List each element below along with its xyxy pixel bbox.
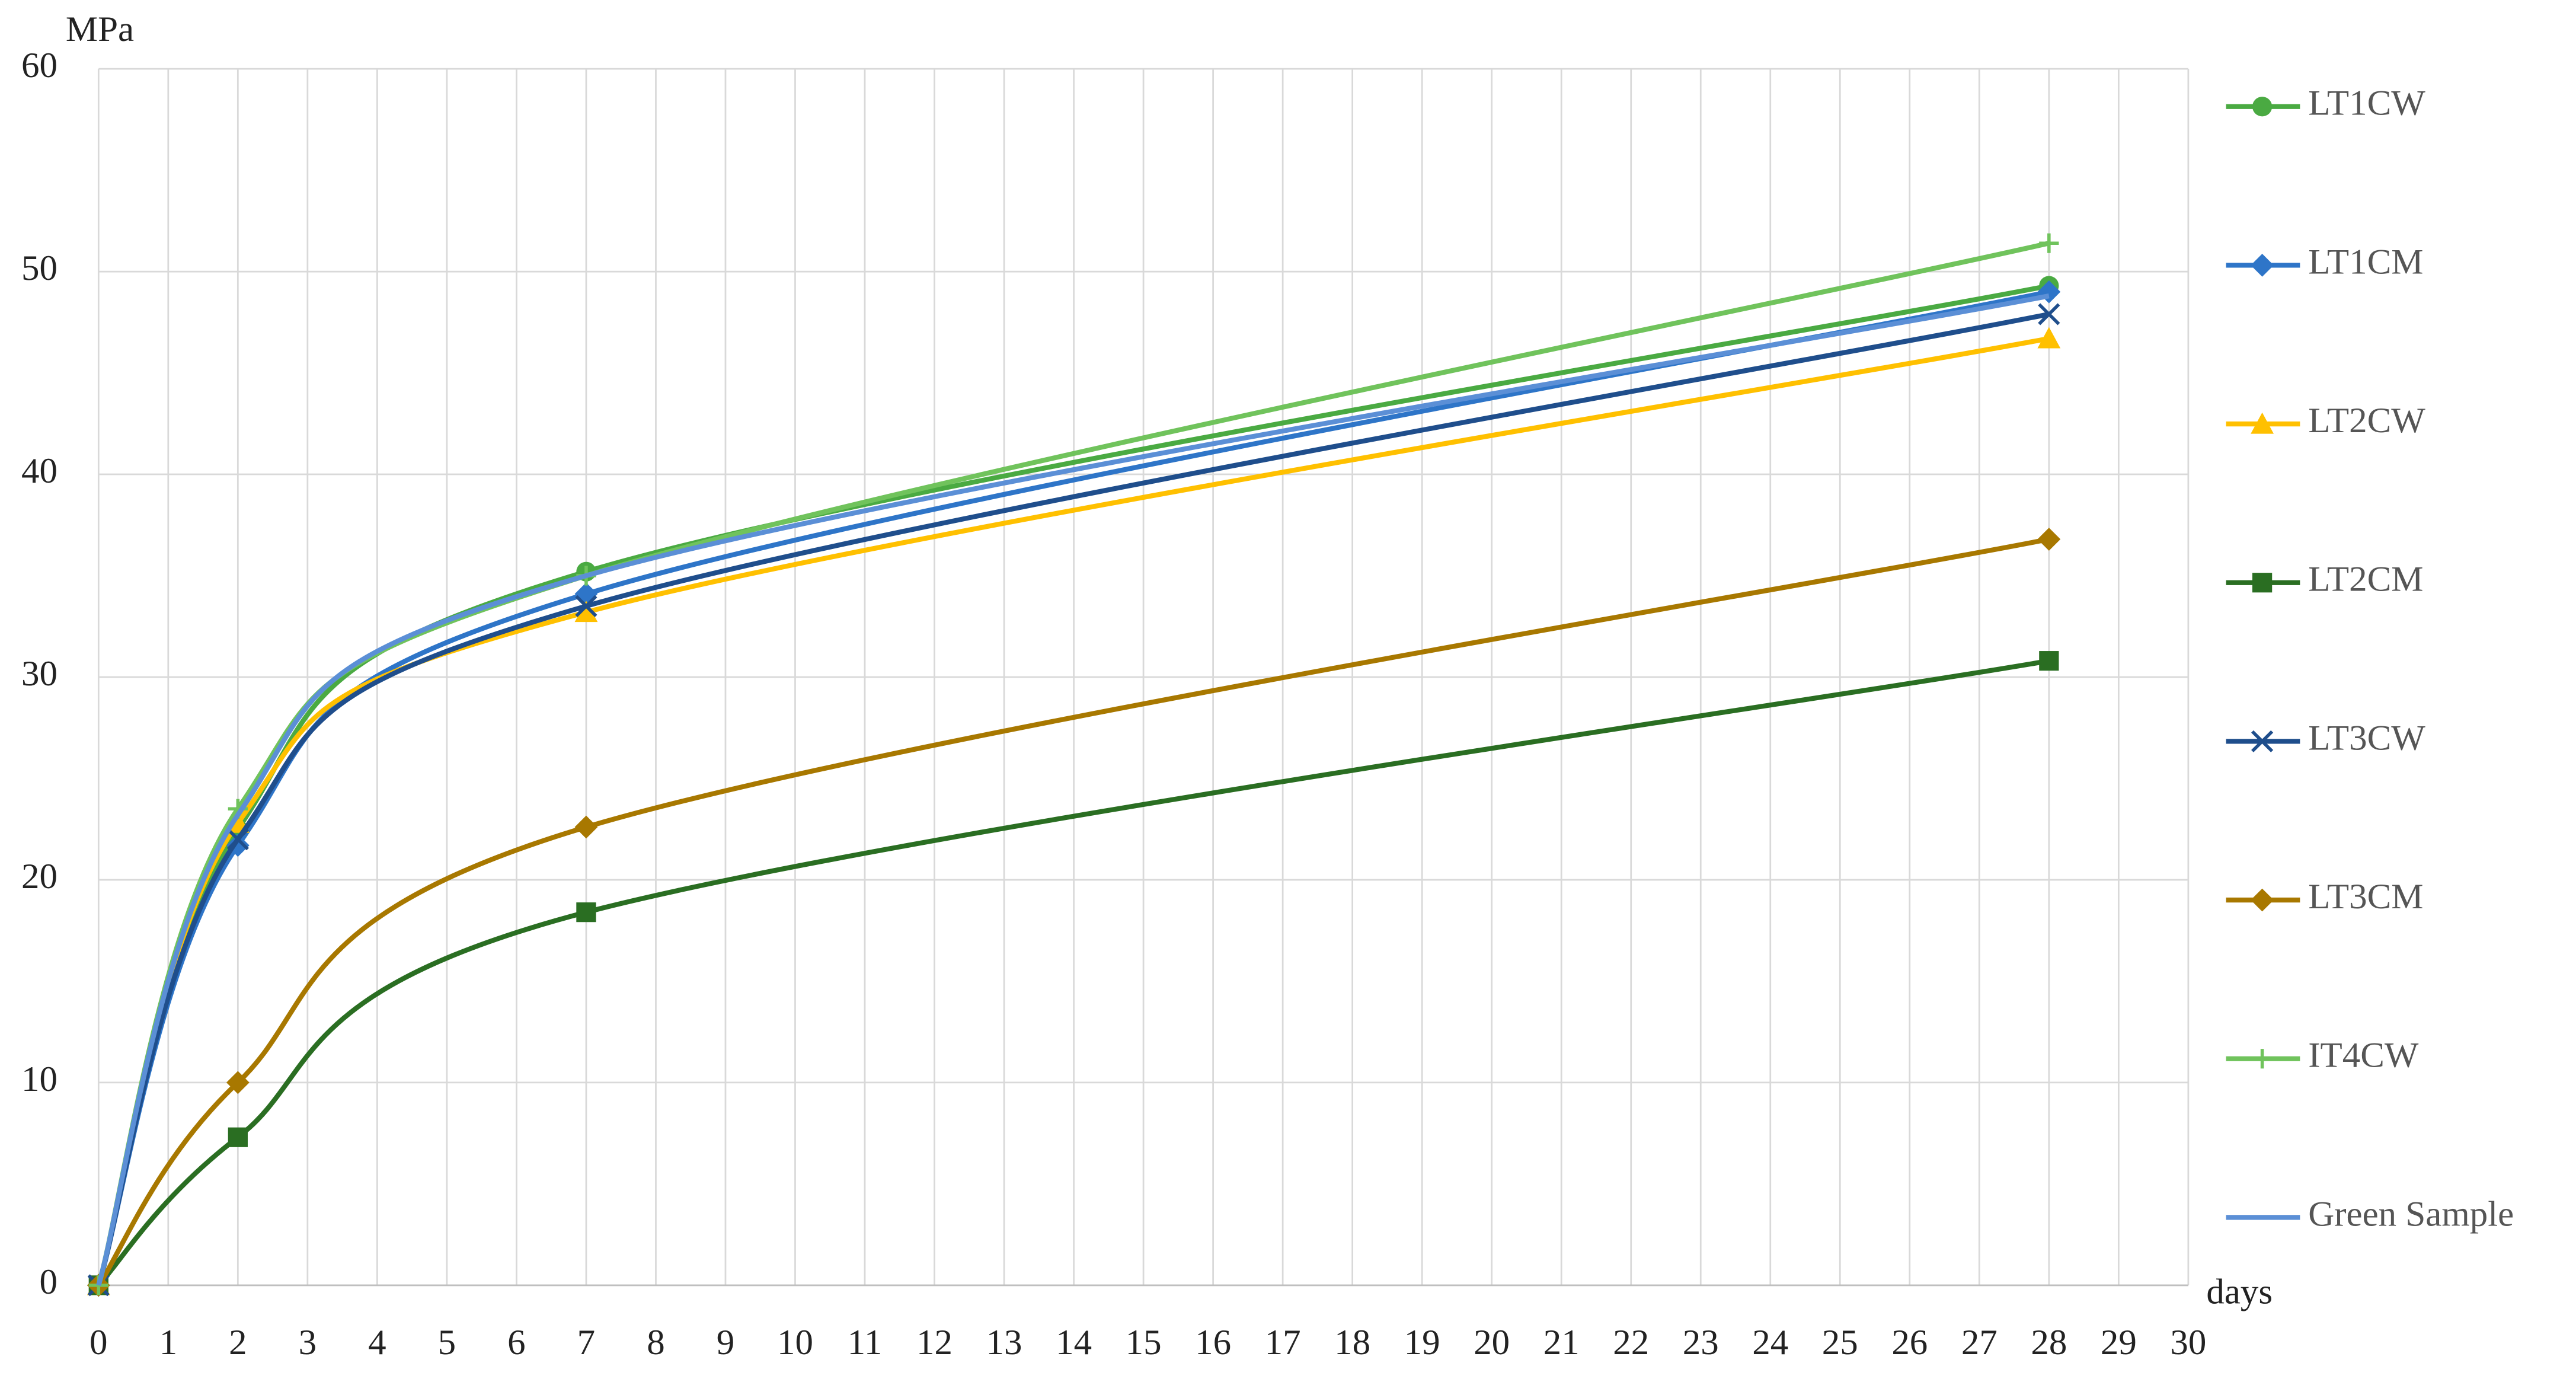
x-tick-label: 20 [1474,1323,1510,1362]
x-tick-label: 28 [2031,1323,2067,1362]
marker [2251,254,2274,277]
x-tick-label: 2 [229,1323,247,1362]
y-tick-label: 50 [21,248,57,288]
marker [575,595,597,617]
x-tick-label: 19 [1404,1323,1440,1362]
marker [2039,233,2059,253]
x-tick-label: 5 [438,1323,456,1362]
marker [2037,528,2061,551]
legend-label: LT2CW [2308,401,2425,441]
x-tick-label: 21 [1543,1323,1580,1362]
x-tick-label: 22 [1613,1323,1649,1362]
x-tick-label: 9 [717,1323,734,1362]
legend-label: IT4CW [2308,1036,2419,1075]
x-axis-label: days [2206,1272,2273,1311]
y-tick-label: 30 [21,654,57,694]
x-tick-label: 10 [777,1323,813,1362]
x-tick-label: 1 [159,1323,177,1362]
series-line [96,311,2050,1287]
x-tick-label: 27 [1961,1323,1997,1362]
x-tick-label: 18 [1334,1323,1370,1362]
x-tick-label: 25 [1822,1323,1858,1362]
x-tick-label: 11 [848,1323,883,1362]
y-axis-label: MPa [66,9,134,49]
marker [226,1071,250,1094]
marker [2038,303,2060,325]
x-tick-label: 8 [647,1323,664,1362]
x-tick-label: 3 [299,1323,317,1362]
x-tick-label: 16 [1195,1323,1231,1362]
x-tick-label: 29 [2101,1323,2137,1362]
marker [2252,1049,2273,1069]
x-tick-label: 15 [1126,1323,1162,1362]
x-tick-label: 6 [507,1323,525,1362]
x-tick-label: 4 [368,1323,386,1362]
marker [574,815,598,839]
x-tick-label: 13 [986,1323,1022,1362]
x-tick-label: 26 [1891,1323,1928,1362]
y-tick-label: 20 [21,857,57,896]
marker [2039,651,2059,671]
x-tick-label: 30 [2170,1323,2206,1362]
x-tick-label: 12 [916,1323,953,1362]
marker [2251,888,2274,912]
legend-label: LT1CW [2308,84,2425,123]
marker [2252,573,2273,593]
legend-label: LT3CM [2308,877,2423,917]
legend-label: LT3CW [2308,718,2425,758]
series-line [96,293,2050,1287]
x-tick-label: 0 [90,1323,107,1362]
marker [2251,412,2274,434]
x-tick-label: 24 [1752,1323,1788,1362]
marker [226,828,249,851]
marker [576,902,596,923]
marker [2037,327,2061,349]
x-tick-label: 14 [1056,1323,1092,1362]
legend-label: LT2CM [2308,560,2423,599]
x-tick-label: 7 [577,1323,595,1362]
y-tick-label: 60 [21,46,57,85]
marker [574,601,598,623]
marker [2251,730,2274,752]
marker [228,1127,248,1147]
marker [2252,97,2273,117]
legend-label: Green Sample [2308,1194,2514,1234]
y-tick-label: 10 [21,1059,57,1099]
legend-label: LT1CM [2308,242,2423,282]
x-tick-label: 17 [1265,1323,1301,1362]
x-tick-label: 23 [1683,1323,1719,1362]
y-tick-label: 40 [21,451,57,491]
y-tick-label: 0 [40,1262,57,1302]
